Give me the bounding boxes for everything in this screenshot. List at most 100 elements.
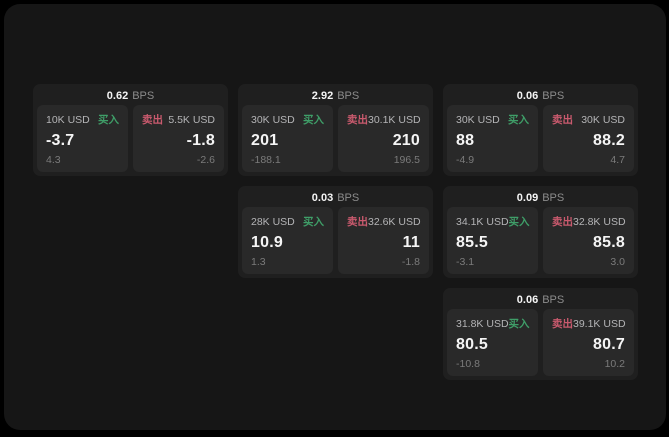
buy-side-label: 买入 xyxy=(303,216,324,228)
sell-delta: -1.8 xyxy=(401,256,420,268)
sell-label-row: 卖出 39.1K USD xyxy=(552,316,626,331)
buy-panel[interactable]: 31.8K USD 买入 80.5 -10.8 xyxy=(447,309,538,376)
sell-amount: 32.8K USD xyxy=(573,215,626,228)
bps-unit-label: BPS xyxy=(337,192,360,204)
bps-value: 0.06 xyxy=(516,294,539,306)
buy-side-label: 买入 xyxy=(508,318,530,330)
buy-delta: -10.8 xyxy=(456,358,480,370)
card-body: 28K USD 买入 10.9 1.3 卖出 32.6K USD 11 -1.8 xyxy=(242,207,429,274)
card-header: 0.06 BPS xyxy=(447,292,634,309)
sell-amount: 5.5K USD xyxy=(168,113,215,126)
sell-panel[interactable]: 卖出 30K USD 88.2 4.7 xyxy=(543,105,634,172)
sell-panel[interactable]: 卖出 30.1K USD 210 196.5 xyxy=(338,105,429,172)
card-body: 34.1K USD 买入 85.5 -3.1 卖出 32.8K USD 85.8… xyxy=(447,207,634,274)
buy-price: 80.5 xyxy=(456,335,488,353)
buy-price: -3.7 xyxy=(46,131,75,149)
sell-side-label: 卖出 xyxy=(552,216,573,228)
bps-unit-label: BPS xyxy=(542,294,565,306)
buy-price: 201 xyxy=(251,131,279,149)
buy-label-row: 30K USD 买入 xyxy=(456,112,529,127)
bps-unit-label: BPS xyxy=(542,192,565,204)
bps-value: 0.62 xyxy=(106,90,129,102)
card-body: 30K USD 买入 88 -4.9 卖出 30K USD 88.2 4.7 xyxy=(447,105,634,172)
card-body: 30K USD 买入 201 -188.1 卖出 30.1K USD 210 1… xyxy=(242,105,429,172)
card-header: 0.06 BPS xyxy=(447,88,634,105)
buy-panel[interactable]: 30K USD 买入 88 -4.9 xyxy=(447,105,538,172)
sell-amount: 32.6K USD xyxy=(368,215,421,228)
sell-delta: 3.0 xyxy=(610,256,625,268)
buy-side-label: 买入 xyxy=(508,114,529,126)
card-body: 31.8K USD 买入 80.5 -10.8 卖出 39.1K USD 80.… xyxy=(447,309,634,376)
buy-delta: -188.1 xyxy=(251,154,281,166)
buy-delta: -4.9 xyxy=(456,154,475,166)
buy-panel[interactable]: 10K USD 买入 -3.7 4.3 xyxy=(37,105,128,172)
bps-value: 0.09 xyxy=(516,192,539,204)
buy-price: 88 xyxy=(456,131,475,149)
bps-value: 0.03 xyxy=(311,192,334,204)
sell-label-row: 卖出 32.8K USD xyxy=(552,214,626,229)
buy-side-label: 买入 xyxy=(508,216,530,228)
sell-delta: -2.6 xyxy=(196,154,215,166)
card-header: 0.62 BPS xyxy=(37,88,224,105)
bps-unit-label: BPS xyxy=(542,90,565,102)
sell-side-label: 卖出 xyxy=(142,114,163,126)
quote-card[interactable]: 0.03 BPS 28K USD 买入 10.9 1.3 卖出 32.6K USD… xyxy=(238,186,433,278)
sell-delta: 4.7 xyxy=(610,154,625,166)
bps-unit-label: BPS xyxy=(337,90,360,102)
sell-panel[interactable]: 卖出 32.8K USD 85.8 3.0 xyxy=(543,207,634,274)
sell-price: -1.8 xyxy=(186,131,215,149)
quote-card[interactable]: 2.92 BPS 30K USD 买入 201 -188.1 卖出 30.1K U… xyxy=(238,84,433,176)
quote-card[interactable]: 0.06 BPS 31.8K USD 买入 80.5 -10.8 卖出 39.1K… xyxy=(443,288,638,380)
sell-label-row: 卖出 5.5K USD xyxy=(142,112,215,127)
sell-delta: 196.5 xyxy=(393,154,420,166)
card-header: 2.92 BPS xyxy=(242,88,429,105)
buy-label-row: 31.8K USD 买入 xyxy=(456,316,530,331)
cards-grid: 0.62 BPS 10K USD 买入 -3.7 4.3 卖出 5.5K USD … xyxy=(33,84,638,380)
buy-side-label: 买入 xyxy=(98,114,119,126)
sell-panel[interactable]: 卖出 39.1K USD 80.7 10.2 xyxy=(543,309,634,376)
bps-value: 0.06 xyxy=(516,90,539,102)
quote-card[interactable]: 0.09 BPS 34.1K USD 买入 85.5 -3.1 卖出 32.8K … xyxy=(443,186,638,278)
buy-amount: 30K USD xyxy=(456,113,500,126)
buy-delta: 1.3 xyxy=(251,256,266,268)
sell-price: 11 xyxy=(402,233,420,251)
buy-panel[interactable]: 30K USD 买入 201 -188.1 xyxy=(242,105,333,172)
card-body: 10K USD 买入 -3.7 4.3 卖出 5.5K USD -1.8 -2.… xyxy=(37,105,224,172)
buy-label-row: 34.1K USD 买入 xyxy=(456,214,530,229)
buy-panel[interactable]: 34.1K USD 买入 85.5 -3.1 xyxy=(447,207,538,274)
sell-panel[interactable]: 卖出 32.6K USD 11 -1.8 xyxy=(338,207,429,274)
sell-panel[interactable]: 卖出 5.5K USD -1.8 -2.6 xyxy=(133,105,224,172)
sell-side-label: 卖出 xyxy=(552,318,573,330)
sell-price: 210 xyxy=(392,131,420,149)
sell-price: 85.8 xyxy=(593,233,625,251)
sell-price: 80.7 xyxy=(593,335,625,353)
sell-label-row: 卖出 32.6K USD xyxy=(347,214,421,229)
sell-price: 88.2 xyxy=(593,131,625,149)
card-header: 0.03 BPS xyxy=(242,190,429,207)
buy-amount: 31.8K USD xyxy=(456,317,509,330)
sell-amount: 30K USD xyxy=(581,113,625,126)
quote-card[interactable]: 0.62 BPS 10K USD 买入 -3.7 4.3 卖出 5.5K USD … xyxy=(33,84,228,176)
app-panel: 0.62 BPS 10K USD 买入 -3.7 4.3 卖出 5.5K USD … xyxy=(4,4,666,430)
buy-amount: 28K USD xyxy=(251,215,295,228)
sell-delta: 10.2 xyxy=(604,358,625,370)
buy-label-row: 28K USD 买入 xyxy=(251,214,324,229)
bps-unit-label: BPS xyxy=(132,90,155,102)
buy-side-label: 买入 xyxy=(303,114,324,126)
sell-amount: 39.1K USD xyxy=(573,317,626,330)
buy-amount: 30K USD xyxy=(251,113,295,126)
sell-label-row: 卖出 30K USD xyxy=(552,112,625,127)
sell-side-label: 卖出 xyxy=(347,216,368,228)
bps-value: 2.92 xyxy=(311,90,334,102)
buy-panel[interactable]: 28K USD 买入 10.9 1.3 xyxy=(242,207,333,274)
card-header: 0.09 BPS xyxy=(447,190,634,207)
buy-amount: 34.1K USD xyxy=(456,215,509,228)
sell-side-label: 卖出 xyxy=(552,114,573,126)
buy-label-row: 30K USD 买入 xyxy=(251,112,324,127)
sell-amount: 30.1K USD xyxy=(368,113,421,126)
buy-label-row: 10K USD 买入 xyxy=(46,112,119,127)
buy-delta: 4.3 xyxy=(46,154,61,166)
sell-side-label: 卖出 xyxy=(347,114,368,126)
sell-label-row: 卖出 30.1K USD xyxy=(347,112,421,127)
quote-card[interactable]: 0.06 BPS 30K USD 买入 88 -4.9 卖出 30K USD 88… xyxy=(443,84,638,176)
